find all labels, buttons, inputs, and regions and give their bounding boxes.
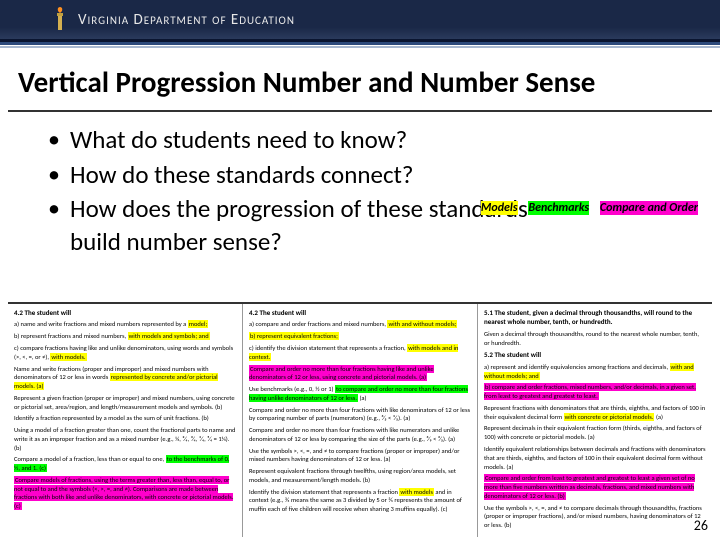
c1-b: b) represent fractions and mixed numbers… — [14, 332, 236, 341]
standards-table: 4.2 The student will a) name and write f… — [8, 302, 712, 537]
c1-f: Identify a fraction represented by a mod… — [14, 414, 236, 423]
c1-a: a) name and write fractions and mixed nu… — [14, 320, 236, 329]
legend-compare: Compare and Order — [600, 201, 698, 215]
page-title: Vertical Progression Number and Number S… — [8, 42, 712, 112]
c2-head: 4.2 The student will — [249, 308, 471, 317]
c1-e: Represent a given fraction (proper or im… — [14, 394, 236, 412]
page-number: 26 — [694, 517, 708, 534]
c2-e: Use benchmarks (e.g., 0, ½ or 1) to comp… — [249, 385, 471, 403]
c3-b: a) represent and identify equivalencies … — [484, 363, 706, 381]
c3-f: Identify equivalent relationships betwee… — [484, 445, 706, 471]
col-1: 4.2 The student will a) name and write f… — [8, 304, 243, 537]
c3-e: Represent decimals in their equivalent f… — [484, 424, 706, 442]
c2-b: b) represent equivalent fractions; — [249, 332, 471, 341]
legend-benchmarks: Benchmarks — [528, 201, 589, 215]
c3-h: Use the symbols >, <, =, and ≠ to compar… — [484, 504, 706, 530]
dept-name: Virginia Department of Education — [78, 11, 295, 29]
c3-g: Compare and order from least to greatest… — [484, 474, 706, 500]
c3-a: Given a decimal through thousandths, rou… — [484, 330, 706, 348]
c1-g: Using a model of a fraction greater than… — [14, 426, 236, 452]
c1-i: Compare models of fractions, using the t… — [14, 476, 236, 511]
c1-c: c) compare fractions having like and unl… — [14, 344, 236, 362]
bullet-3: How does the progression of these standa… — [48, 193, 548, 258]
bullet-list: What do students need to know? How do th… — [0, 112, 720, 258]
c3-d: Represent fractions with denominators th… — [484, 404, 706, 422]
c2-f: Compare and order no more than four frac… — [249, 406, 471, 424]
header-bar: Virginia Department of Education — [0, 0, 720, 42]
bullet-2: How do these standards connect? — [48, 159, 548, 192]
c2-h: Use the symbols >, <, =, and ≠ to compar… — [249, 447, 471, 465]
c2-a: a) compare and order fractions and mixed… — [249, 320, 471, 329]
col-3: 5.1 The student, given a decimal through… — [478, 304, 712, 537]
c2-g: Compare and order no more than four frac… — [249, 426, 471, 444]
c1-d: Name and write fractions (proper and imp… — [14, 365, 236, 391]
c1-head: 4.2 The student will — [14, 308, 236, 317]
stripe — [0, 42, 720, 45]
c2-i: Represent equivalent fractions through t… — [249, 467, 471, 485]
stripe2 — [0, 46, 720, 48]
bullet-1: What do students need to know? — [48, 124, 548, 157]
legend: Models Benchmarks Compare and Order — [477, 200, 702, 219]
c1-h: Compare a model of a fraction, less than… — [14, 455, 236, 473]
torch-icon — [50, 6, 70, 34]
c3-head1: 5.1 The student, given a decimal through… — [484, 308, 706, 327]
c3-head2: 5.2 The student will — [484, 350, 706, 359]
col-2: 4.2 The student will a) compare and orde… — [243, 304, 478, 537]
c2-j: Identify the division statement that rep… — [249, 488, 471, 514]
legend-models: Models — [481, 201, 518, 215]
c2-d: Compare and order no more than four frac… — [249, 365, 471, 383]
c3-c: b) compare and order fractions, mixed nu… — [484, 383, 706, 401]
c2-c: c) identify the division statement that … — [249, 344, 471, 362]
logo-area: Virginia Department of Education — [0, 0, 720, 34]
